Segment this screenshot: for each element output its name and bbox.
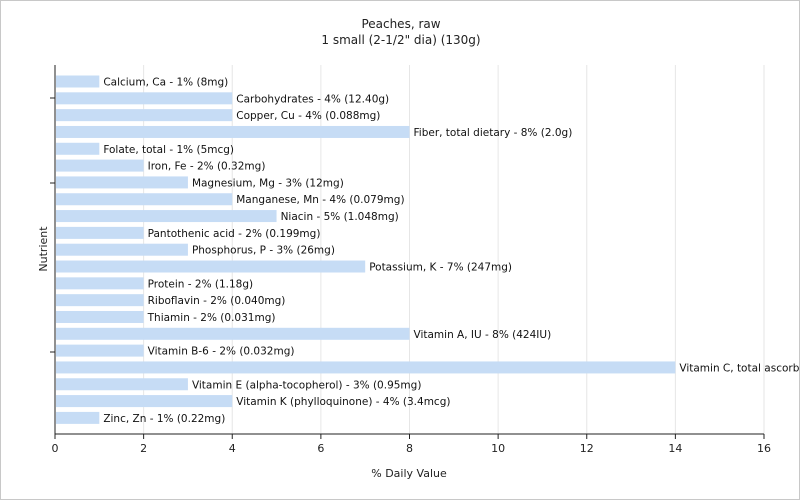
bar-label: Vitamin K (phylloquinone) - 4% (3.4mcg): [236, 396, 450, 408]
bar-label: Magnesium, Mg - 3% (12mg): [192, 177, 344, 189]
bar-label: Protein - 2% (1.18g): [148, 278, 254, 290]
bar: [56, 243, 188, 256]
bar-label: Potassium, K - 7% (247mg): [369, 262, 512, 274]
bar-label: Iron, Fe - 2% (0.32mg): [148, 161, 266, 173]
bar: [56, 109, 233, 122]
bar: [56, 226, 144, 239]
bar-label: Vitamin A, IU - 8% (424IU): [414, 329, 552, 341]
x-tick-label: 12: [580, 442, 594, 455]
bar: [56, 361, 676, 374]
bar: [56, 378, 188, 391]
bar-label: Copper, Cu - 4% (0.088mg): [236, 110, 380, 122]
x-tick-label: 6: [317, 442, 324, 455]
x-tick-label: 4: [229, 442, 236, 455]
axes: 0 2 4 6 8 10 12 14 16: [50, 65, 771, 455]
bar-label: Carbohydrates - 4% (12.40g): [236, 93, 389, 105]
bar-label: Niacin - 5% (1.048mg): [281, 211, 399, 223]
bar-label: Vitamin C, total ascorbic acid - 14% (8.…: [679, 362, 800, 374]
bar: [56, 260, 366, 273]
bar-label: Manganese, Mn - 4% (0.079mg): [236, 194, 404, 206]
x-axis-title: % Daily Value: [371, 467, 447, 480]
bar-label: Thiamin - 2% (0.031mg): [147, 312, 276, 324]
bar-label: Calcium, Ca - 1% (8mg): [103, 77, 228, 89]
bar: [56, 210, 277, 223]
x-tick-label: 14: [668, 442, 682, 455]
chart-subtitle: 1 small (2-1/2" dia) (130g): [321, 33, 481, 47]
bar: [56, 277, 144, 290]
bar-label: Fiber, total dietary - 8% (2.0g): [414, 127, 573, 139]
x-tick-label: 10: [491, 442, 505, 455]
x-tick-label: 8: [406, 442, 413, 455]
bar-label: Riboflavin - 2% (0.040mg): [148, 295, 286, 307]
bar: [56, 92, 233, 105]
bar: [56, 344, 144, 357]
bar-label: Zinc, Zn - 1% (0.22mg): [103, 413, 225, 425]
bar: [56, 193, 233, 206]
bar: [56, 327, 410, 340]
bar: [56, 411, 100, 424]
bar-label: Folate, total - 1% (5mcg): [103, 144, 234, 156]
bar: [56, 176, 188, 189]
bar-label: Vitamin B-6 - 2% (0.032mg): [148, 346, 295, 358]
bar: [56, 310, 144, 323]
x-tick-label: 16: [757, 442, 771, 455]
x-tick-label: 2: [140, 442, 147, 455]
bar-label: Phosphorus, P - 3% (26mg): [192, 245, 335, 257]
y-axis-title: Nutrient: [37, 226, 50, 272]
bar: [56, 125, 410, 138]
x-tick-label: 0: [52, 442, 59, 455]
bar: [56, 294, 144, 307]
bar-label: Pantothenic acid - 2% (0.199mg): [148, 228, 321, 240]
bars: Calcium, Ca - 1% (8mg) Carbohydrates - 4%…: [56, 75, 800, 425]
chart-title-block: Peaches, raw 1 small (2-1/2" dia) (130g): [1, 16, 800, 48]
bar: [56, 159, 144, 172]
chart-title: Peaches, raw: [361, 17, 441, 31]
bar: [56, 142, 100, 155]
bar-label: Vitamin E (alpha-tocopherol) - 3% (0.95m…: [192, 379, 422, 391]
bar: [56, 395, 233, 408]
bar: [56, 75, 100, 88]
